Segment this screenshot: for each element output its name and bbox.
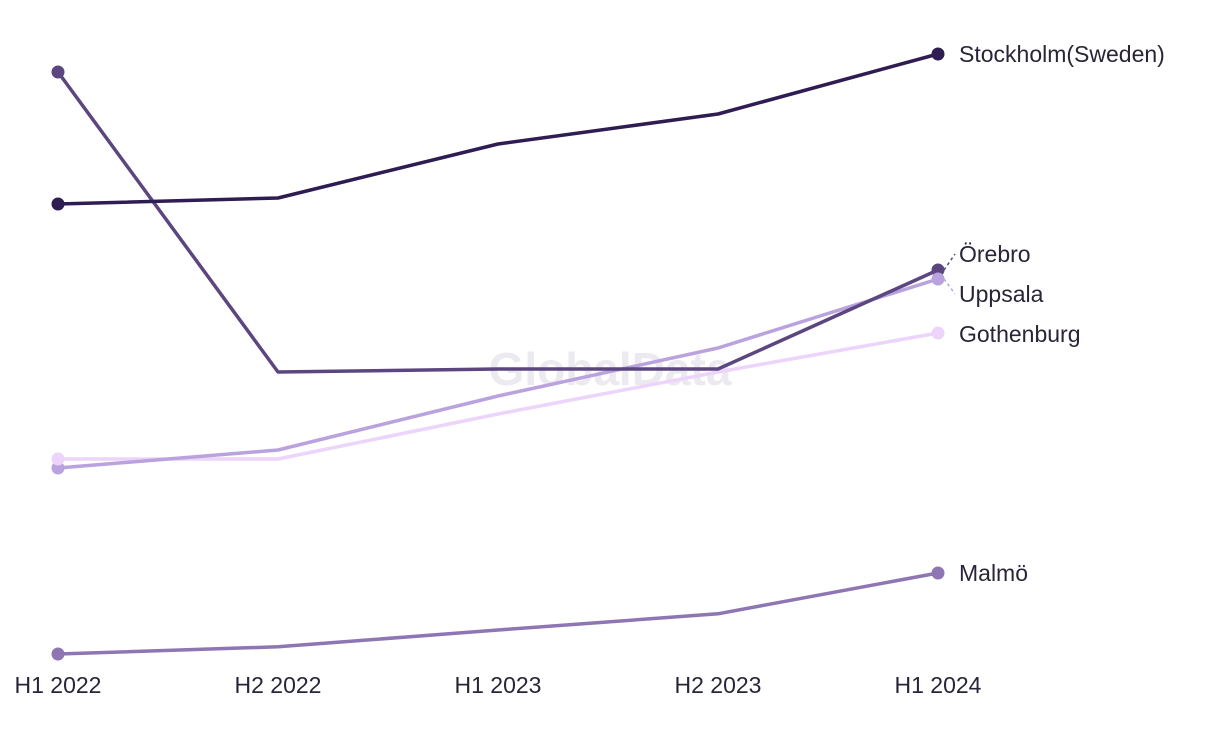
data-point-orebro-end xyxy=(931,263,945,277)
label-leader-lines xyxy=(943,253,956,295)
series-line-orebro xyxy=(56,70,939,374)
x-tick-label: H1 2023 xyxy=(455,672,542,698)
x-tick-label: H2 2022 xyxy=(235,672,322,698)
data-point-gothenburg-end xyxy=(931,326,945,340)
series-lines xyxy=(56,52,939,656)
data-point-stockholm-sweden-start xyxy=(51,197,65,211)
series-label-stockholm-sweden: Stockholm(Sweden) xyxy=(959,41,1165,67)
series-label-gothenburg: Gothenburg xyxy=(959,321,1080,347)
series-labels: Stockholm(Sweden) Örebro Uppsala Gothenburg… xyxy=(959,41,1165,586)
x-tick-label: H2 2023 xyxy=(675,672,762,698)
data-point-malmo-end xyxy=(931,566,945,580)
data-point-stockholm-sweden-end xyxy=(931,47,945,61)
x-axis-ticks: H1 2022 H2 2022 H1 2023 H2 2023 H1 2024 xyxy=(15,672,982,698)
series-line-uppsala xyxy=(57,277,939,470)
series-points xyxy=(51,47,945,661)
leader-line-orebro xyxy=(943,253,956,271)
series-label-orebro: Örebro xyxy=(959,241,1031,267)
data-point-gothenburg-start xyxy=(51,452,65,466)
data-point-uppsala-start xyxy=(51,461,65,475)
series-label-malmo: Malmö xyxy=(959,560,1028,586)
leader-line-uppsala xyxy=(943,278,956,295)
x-tick-label: H1 2022 xyxy=(15,672,102,698)
series-line-gothenburg xyxy=(58,331,939,461)
series-label-uppsala: Uppsala xyxy=(959,281,1044,307)
series-line-malmo xyxy=(57,571,939,656)
series-line-stockholm-sweden xyxy=(57,52,939,206)
data-point-malmo-start xyxy=(51,647,65,661)
x-tick-label: H1 2024 xyxy=(895,672,982,698)
data-point-uppsala-end xyxy=(931,272,945,286)
data-point-orebro-start xyxy=(51,65,65,79)
